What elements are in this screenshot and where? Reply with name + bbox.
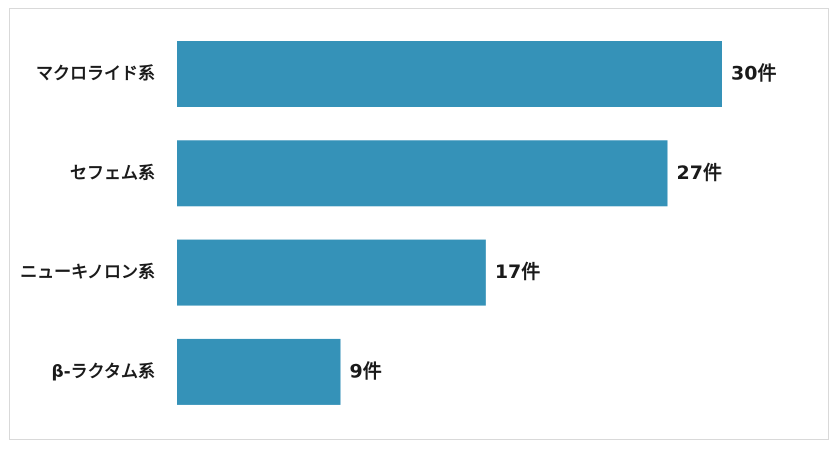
value-label-0: 30件	[731, 62, 776, 85]
bar-2	[177, 239, 486, 306]
category-label-1: セフェム系	[70, 163, 155, 183]
value-label-2: 17件	[495, 260, 540, 283]
value-label-3: 9件	[350, 359, 382, 382]
category-label-0: マクロライド系	[36, 64, 155, 84]
bar-0	[177, 41, 722, 107]
category-label-2: ニューキノロン系	[20, 263, 155, 283]
bar-1	[177, 140, 668, 207]
category-label-3: β-ラクタム系	[51, 362, 155, 382]
bars-layer	[177, 41, 722, 405]
bar-3	[177, 338, 341, 405]
value-label-1: 27件	[677, 161, 722, 184]
